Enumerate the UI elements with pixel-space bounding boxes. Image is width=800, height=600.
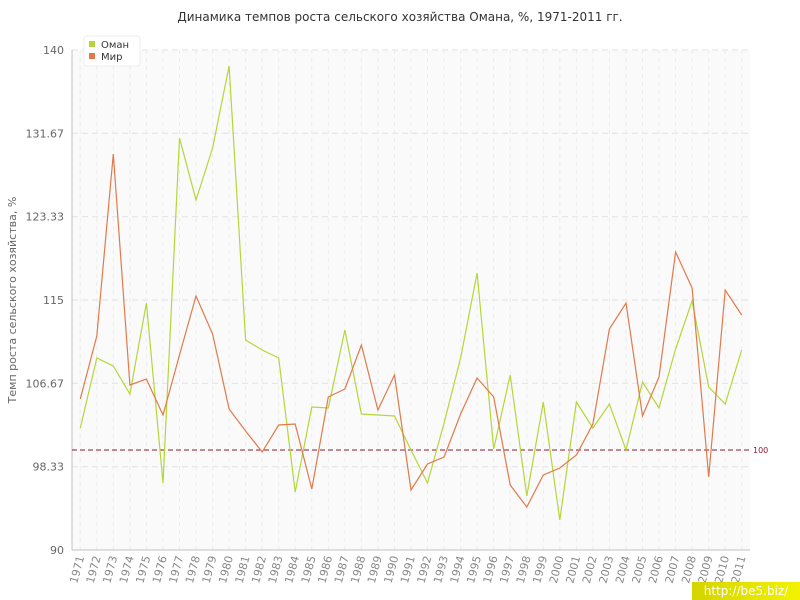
y-tick-label: 90 <box>50 544 64 557</box>
series-layer <box>79 65 743 521</box>
x-axis: 1971197219731974197519761977197819791980… <box>67 554 748 584</box>
reference-line-label: 100 <box>753 446 768 455</box>
legend: Оман Мир <box>83 35 141 67</box>
legend-swatch-world <box>89 53 95 59</box>
y-tick-label: 131.67 <box>26 127 65 140</box>
y-axis-label: Темп роста сельского хозяйства, % <box>6 197 19 405</box>
series-line-oman <box>79 65 743 521</box>
y-tick-label: 140 <box>43 44 64 57</box>
legend-label-oman: Оман <box>101 40 129 51</box>
x-tick-label: 2011 <box>729 554 749 584</box>
y-tick-label: 98.33 <box>33 461 65 474</box>
y-axis: 90 98.33 106.67 115 123.33 131.67 140 <box>26 44 65 557</box>
series-line-world <box>79 153 743 509</box>
legend-box <box>83 35 141 67</box>
y-tick-label: 123.33 <box>26 211 65 224</box>
y-tick-label: 115 <box>43 294 64 307</box>
legend-swatch-oman <box>89 41 95 47</box>
chart-title: Динамика темпов роста сельского хозяйств… <box>177 10 623 24</box>
y-tick-label: 106.67 <box>26 377 65 390</box>
site-watermark[interactable]: http://be5.biz/ <box>692 582 800 600</box>
legend-label-world: Мир <box>101 52 122 63</box>
